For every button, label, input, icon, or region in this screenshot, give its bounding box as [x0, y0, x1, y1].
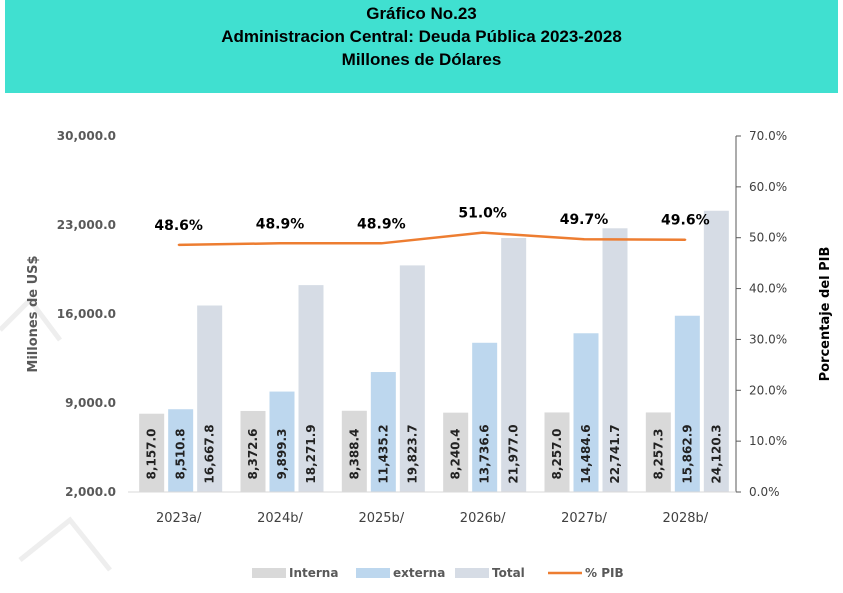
- bar-data-label: 8,510.8: [174, 429, 188, 480]
- bar-data-label: 18,271.9: [304, 424, 318, 483]
- bar-externa: [472, 342, 498, 492]
- y2-tick-label: 0.0%: [749, 485, 780, 499]
- legend-externa-label: externa: [393, 566, 445, 580]
- pib-data-label: 51.0%: [458, 206, 507, 222]
- y-axis-title: Millones de US$: [26, 255, 41, 372]
- y-tick-label: 2,000.0: [65, 485, 116, 499]
- bar-interna: [139, 413, 165, 492]
- y2-tick-label: 30.0%: [749, 332, 787, 346]
- bar-data-label: 11,435.2: [376, 424, 390, 483]
- bar-externa: [168, 409, 194, 492]
- legend-externa-swatch: [356, 568, 390, 578]
- chart-subtitle: Administracion Central: Deuda Pública 20…: [221, 27, 622, 46]
- bar-interna: [443, 412, 469, 492]
- pib-data-label: 49.7%: [560, 212, 609, 228]
- chart-units: Millones de Dólares: [341, 50, 502, 69]
- bar-total: [298, 285, 324, 492]
- legend-interna-label: Interna: [289, 566, 338, 580]
- y2-axis-title: Porcentaje del PIB: [818, 247, 833, 382]
- bar-total: [501, 238, 527, 492]
- bar-externa: [370, 372, 396, 492]
- x-tick-label: 2027b/: [561, 511, 607, 526]
- pib-point: [279, 242, 281, 245]
- bar-data-label: 21,977.0: [507, 424, 521, 483]
- bar-data-label: 13,736.6: [478, 424, 492, 483]
- legend-pib-label: % PIB: [585, 566, 624, 580]
- bar-interna: [240, 410, 266, 492]
- bar-externa: [674, 315, 700, 492]
- bar-data-label: 9,899.3: [275, 429, 289, 480]
- bar-data-label: 8,257.3: [651, 429, 665, 480]
- bar-data-label: 8,388.4: [347, 429, 361, 480]
- legend-interna-swatch: [252, 568, 286, 578]
- pib-line: [178, 231, 686, 247]
- bar-data-label: 16,667.8: [203, 424, 217, 483]
- bar-data-label: 24,120.3: [709, 424, 723, 483]
- bar-total: [197, 305, 223, 492]
- chart-title-band: Gráfico No.23 Administracion Central: De…: [5, 0, 838, 93]
- y2-tick-label: 40.0%: [749, 282, 787, 296]
- y-tick-label: 9,000.0: [65, 396, 116, 410]
- bar-data-label: 14,484.6: [579, 424, 593, 483]
- x-tick-label: 2025b/: [358, 511, 404, 526]
- pib-point: [684, 238, 687, 241]
- y2-tick-label: 10.0%: [749, 434, 787, 448]
- pib-data-label: 49.6%: [661, 213, 710, 229]
- pib-data-label: 48.9%: [256, 216, 305, 232]
- chart-title: Gráfico No.23: [366, 4, 477, 23]
- pib-point: [177, 243, 180, 246]
- y2-tick-label: 70.0%: [749, 129, 787, 143]
- bar-interna: [544, 412, 570, 492]
- bar-interna: [645, 412, 671, 492]
- y2-tick-label: 60.0%: [749, 180, 787, 194]
- y-tick-label: 30,000.0: [57, 129, 116, 143]
- bar-data-label: 19,823.7: [405, 424, 419, 483]
- y2-tick-label: 20.0%: [749, 383, 787, 397]
- y-tick-label: 23,000.0: [57, 218, 116, 232]
- bar-data-label: 8,157.0: [145, 429, 159, 480]
- x-tick-label: 2024b/: [257, 511, 303, 526]
- bar-total: [399, 265, 425, 492]
- pib-point: [481, 231, 484, 234]
- bar-total: [703, 210, 729, 493]
- y-tick-label: 16,000.0: [57, 307, 116, 321]
- bar-data-label: 8,257.0: [550, 429, 564, 480]
- pib-data-label: 48.9%: [357, 216, 406, 232]
- x-tick-label: 2026b/: [460, 511, 506, 526]
- bar-data-label: 8,372.6: [246, 429, 260, 480]
- bar-data-label: 8,240.4: [449, 429, 463, 480]
- x-tick-label: 2023a/: [156, 511, 202, 526]
- bar-externa: [573, 333, 599, 492]
- pib-point: [380, 242, 383, 245]
- bar-data-label: 15,862.9: [680, 424, 694, 483]
- pib-point: [583, 238, 585, 241]
- pib-data-label: 48.6%: [154, 218, 203, 234]
- x-tick-label: 2028b/: [662, 511, 708, 526]
- y2-tick-label: 50.0%: [749, 231, 787, 245]
- bar-externa: [269, 391, 295, 492]
- bar-interna: [341, 410, 367, 492]
- legend-total-label: Total: [492, 566, 525, 580]
- legend-total-swatch: [455, 568, 489, 578]
- bar-total: [602, 228, 628, 492]
- bar-data-label: 22,741.7: [608, 424, 622, 483]
